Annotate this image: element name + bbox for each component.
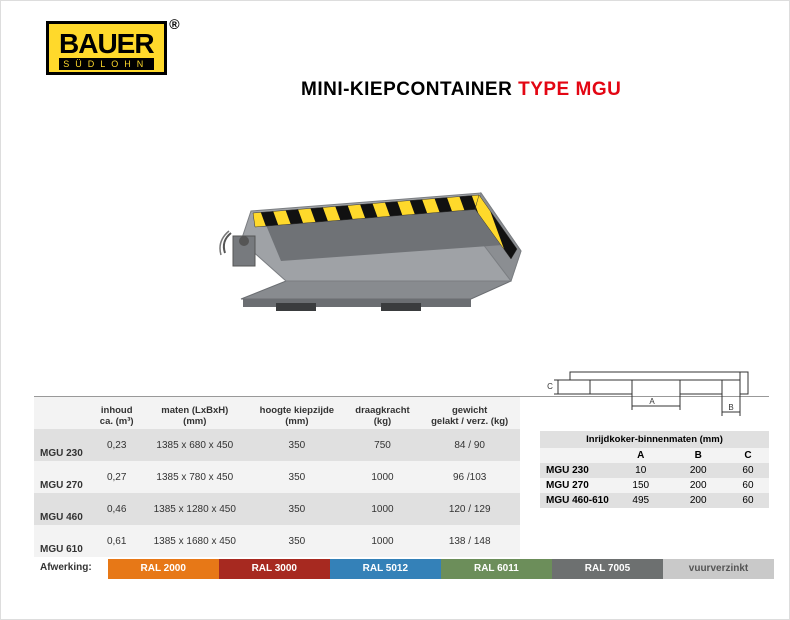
col-a: A [612, 448, 669, 463]
dimension-table: Inrijdkoker-binnenmaten (mm) A B C MGU 2… [540, 431, 769, 508]
dimension-table-title: Inrijdkoker-binnenmaten (mm) [540, 431, 769, 448]
finishes-row: Afwerking: RAL 2000 RAL 3000 RAL 5012 RA… [34, 559, 774, 579]
page-root: BAUER ® SÜDLOHN MINI-KIEPCONTAINER TYPE … [0, 0, 790, 620]
product-illustration [171, 141, 551, 321]
table-row: MGU 460 0,46 1385 x 1280 x 450 350 1000 … [34, 493, 520, 525]
finish-swatch: RAL 7005 [552, 559, 663, 579]
table-row: MGU 230 0,23 1385 x 680 x 450 350 750 84… [34, 429, 520, 461]
col-c: C [727, 448, 769, 463]
row-model: MGU 610 [34, 525, 92, 557]
finishes-label: Afwerking: [34, 559, 108, 579]
spec-table: inhoud ca. (m³) maten (LxBxH) (mm) hoogt… [34, 397, 520, 557]
col-gewicht: gewicht gelakt / verz. (kg) [419, 397, 520, 429]
finish-swatch: RAL 2000 [108, 559, 219, 579]
finish-swatch: RAL 5012 [330, 559, 441, 579]
row-model: MGU 230 [34, 429, 92, 461]
logo-subtitle: SÜDLOHN [59, 58, 154, 70]
col-b: B [669, 448, 726, 463]
svg-text:A: A [649, 397, 655, 406]
technical-drawing: A B C [540, 364, 769, 429]
table-row: MGU 610 0,61 1385 x 1680 x 450 350 1000 … [34, 525, 520, 557]
title-type: TYPE MGU [518, 79, 621, 100]
row-model: MGU 270 [34, 461, 92, 493]
col-draagkracht: draagkracht (kg) [346, 397, 420, 429]
page-title: MINI-KIEPCONTAINER TYPE MGU [301, 79, 621, 101]
col-inhoud: inhoud ca. (m³) [92, 397, 141, 429]
col-hoogte: hoogte kiepzijde (mm) [248, 397, 345, 429]
logo-box: BAUER ® SÜDLOHN [46, 21, 167, 75]
col-maten: maten (LxBxH) (mm) [141, 397, 248, 429]
table-row: MGU 270 0,27 1385 x 780 x 450 350 1000 9… [34, 461, 520, 493]
trademark-icon: ® [169, 16, 179, 32]
col-model [34, 397, 92, 429]
table-row: MGU 230 10 200 60 [540, 463, 769, 478]
svg-text:B: B [728, 403, 733, 412]
table-row: MGU 460-610 495 200 60 [540, 493, 769, 508]
brand-logo: BAUER ® SÜDLOHN [46, 21, 167, 75]
svg-text:C: C [547, 382, 553, 391]
logo-text: BAUER [59, 28, 154, 59]
finish-swatch: RAL 3000 [219, 559, 330, 579]
finish-swatch: RAL 6011 [441, 559, 552, 579]
finish-swatch: vuurverzinkt [663, 559, 774, 579]
row-model: MGU 460 [34, 493, 92, 525]
title-prefix: MINI-KIEPCONTAINER [301, 79, 512, 100]
table-row: MGU 270 150 200 60 [540, 478, 769, 493]
